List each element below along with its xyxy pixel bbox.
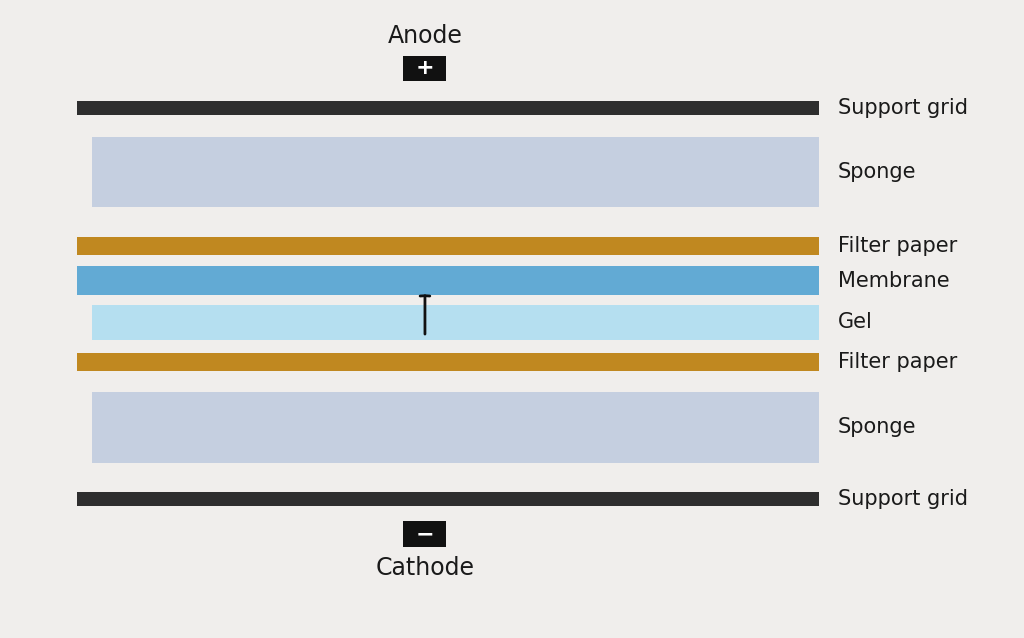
Bar <box>92 137 819 207</box>
Text: Anode: Anode <box>387 24 463 48</box>
Text: Sponge: Sponge <box>838 417 916 438</box>
Bar <box>403 56 446 81</box>
Text: −: − <box>416 524 434 544</box>
Bar <box>403 521 446 547</box>
Text: Filter paper: Filter paper <box>838 235 956 256</box>
Text: Filter paper: Filter paper <box>838 352 956 373</box>
Text: Gel: Gel <box>838 312 872 332</box>
Bar <box>77 492 819 506</box>
Bar <box>77 353 819 371</box>
Text: Sponge: Sponge <box>838 162 916 182</box>
Text: Support grid: Support grid <box>838 98 968 119</box>
Text: Membrane: Membrane <box>838 271 949 291</box>
Bar <box>77 237 819 255</box>
Text: Support grid: Support grid <box>838 489 968 509</box>
Bar <box>92 305 819 339</box>
Text: +: + <box>416 58 434 78</box>
Bar <box>92 392 819 463</box>
Text: Cathode: Cathode <box>376 556 474 580</box>
Bar <box>77 266 819 295</box>
Bar <box>77 101 819 115</box>
